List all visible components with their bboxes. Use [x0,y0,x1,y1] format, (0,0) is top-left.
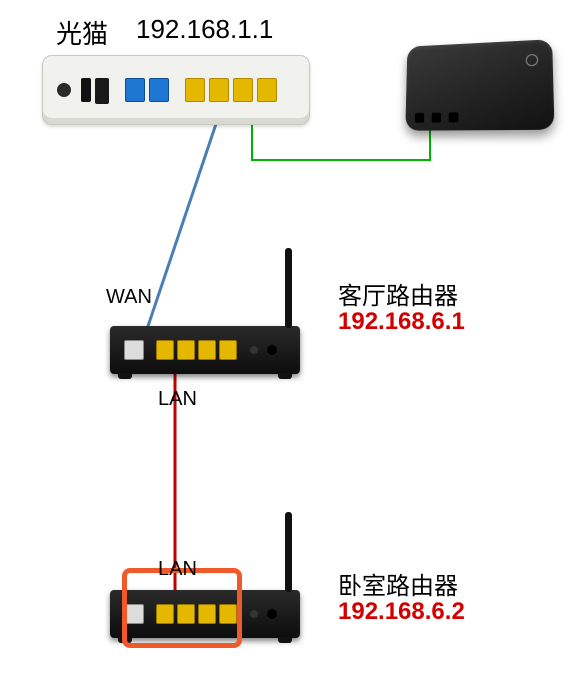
modem-phone-port-2 [149,78,169,102]
set-top-box [405,39,554,131]
modem-name-label: 光猫 [56,14,108,51]
living-router-ports [124,340,277,360]
modem-ports [57,78,277,104]
living-room-router [110,326,300,374]
modem-power-port [57,83,71,97]
optical-modem [42,55,310,125]
living-lan-port-2 [177,340,195,360]
stb-ports [415,112,459,122]
modem-lan-port-2 [209,78,229,102]
living-lan-port-3 [198,340,216,360]
router-antenna-icon [285,248,292,328]
living-router-ip-label: 192.168.6.1 [338,308,465,336]
modem-phone-port-1 [125,78,145,102]
modem-lan-port-4 [257,78,277,102]
living-lan-port-4 [219,340,237,360]
router-reset-icon [250,346,258,354]
router-reset-icon [250,610,258,618]
modem-lan-port-3 [233,78,253,102]
modem-usb-port [95,78,109,104]
lan-port-label-2: LAN [158,558,197,581]
wire-modem-to-living-wan [144,118,218,338]
router-power-icon [267,345,277,355]
living-lan-port-1 [156,340,174,360]
wan-port-label: WAN [106,286,152,309]
modem-ip-label: 192.168.1.1 [136,14,273,45]
lan-port-label-1: LAN [158,388,197,411]
router-antenna-icon [285,512,292,592]
bedroom-router-ip-label: 192.168.6.2 [338,598,465,626]
router-power-icon [267,609,277,619]
modem-lan-port-1 [185,78,205,102]
modem-switch [81,78,91,102]
bedroom-router-name-label: 卧室路由器 [338,566,458,601]
living-wan-port [124,340,144,360]
living-router-name-label: 客厅路由器 [338,276,458,311]
